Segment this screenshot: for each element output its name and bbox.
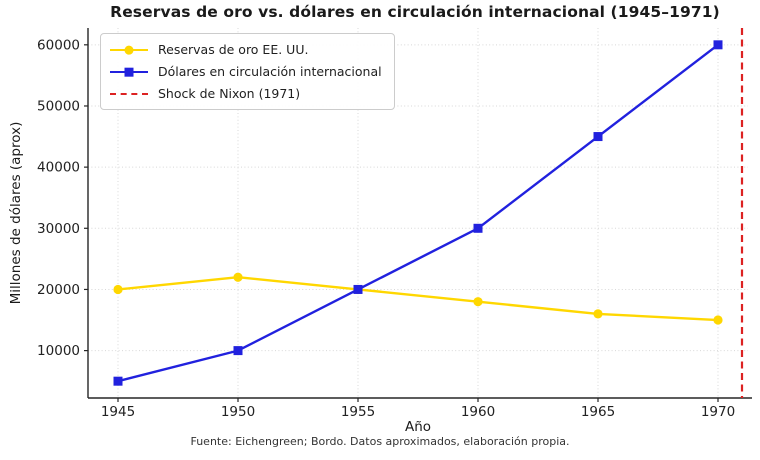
- legend-label-nixon-shock: Shock de Nixon (1971): [158, 86, 301, 101]
- x-tick-label: 1955: [341, 404, 375, 420]
- data-marker-circle: [713, 315, 723, 325]
- data-marker-circle: [113, 284, 123, 295]
- data-marker-square: [713, 40, 723, 50]
- x-tick-label: 1960: [461, 404, 495, 420]
- legend-label-dollars: Dólares en circulación internacional: [158, 64, 382, 79]
- data-marker-circle: [473, 297, 483, 307]
- x-tick-label: 1965: [581, 404, 615, 420]
- x-tick-label: 1950: [221, 404, 255, 420]
- y-tick-label: 20000: [37, 282, 80, 298]
- chart-title: Reservas de oro vs. dólares en circulaci…: [110, 3, 720, 21]
- data-marker-square: [113, 376, 123, 386]
- legend: Reservas de oro EE. UU. Dólares en circu…: [100, 33, 395, 110]
- legend-item-nixon-shock: Shock de Nixon (1971): [110, 85, 382, 102]
- blue-line-swatch-icon: [110, 66, 148, 78]
- source-note: Fuente: Eichengreen; Bordo. Datos aproxi…: [190, 435, 570, 448]
- y-tick-label: 50000: [37, 98, 80, 114]
- data-marker-square: [473, 223, 483, 233]
- y-tick-label: 40000: [37, 160, 80, 176]
- y-tick-label: 30000: [37, 221, 80, 237]
- series-line-blue: [117, 43, 719, 383]
- data-marker-square: [353, 284, 363, 294]
- x-tick-label: 1945: [101, 404, 135, 420]
- data-marker-square: [233, 346, 243, 356]
- red-dashed-swatch-icon: [110, 88, 148, 100]
- x-tick-label: 1970: [701, 404, 735, 420]
- legend-label-gold-reserves: Reservas de oro EE. UU.: [158, 42, 309, 57]
- series-line-gold: [117, 276, 719, 322]
- y-tick-label: 60000: [37, 37, 80, 53]
- data-marker-circle: [233, 272, 243, 282]
- y-tick-label: 10000: [37, 343, 80, 359]
- gold-line-swatch-icon: [110, 44, 148, 56]
- legend-item-dollars: Dólares en circulación internacional: [110, 63, 382, 80]
- data-marker-square: [593, 132, 603, 142]
- x-axis-label: Año: [404, 419, 432, 435]
- data-marker-circle: [593, 309, 603, 319]
- legend-item-gold-reserves: Reservas de oro EE. UU.: [110, 41, 382, 58]
